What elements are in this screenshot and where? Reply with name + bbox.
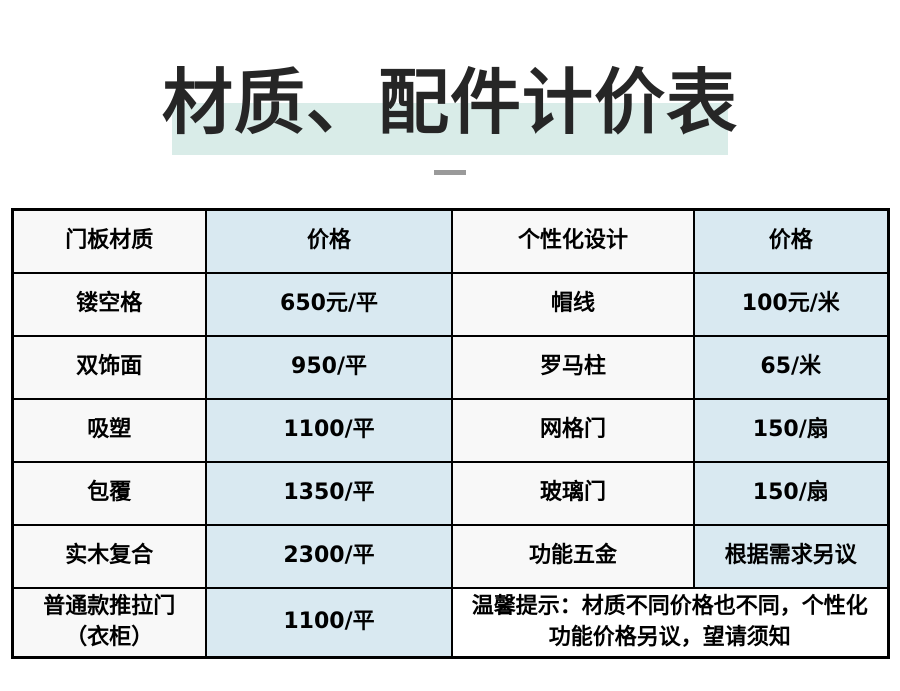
material-price-cell: 1100/平: [205, 586, 453, 659]
design-price-cell: 65/米: [693, 334, 889, 400]
design-cell: 网格门: [451, 397, 695, 463]
material-price-cell: 1100/平: [205, 397, 453, 463]
notice-cell: 温馨提示：材质不同价格也不同，个性化功能价格另议，望请须知: [451, 586, 889, 659]
table-row: 实木复合 2300/平 功能五金 根据需求另议: [11, 523, 889, 589]
table-row: 镂空格 650元/平 帽线 100元/米: [11, 271, 889, 337]
table-row-last: 普通款推拉门（衣柜） 1100/平 温馨提示：材质不同价格也不同，个性化功能价格…: [11, 586, 889, 659]
material-cell: 双饰面: [11, 334, 207, 400]
design-cell: 帽线: [451, 271, 695, 337]
material-cell: 镂空格: [11, 271, 207, 337]
design-price-cell: 根据需求另议: [693, 523, 889, 589]
title-highlight: [172, 103, 728, 155]
material-cell: 实木复合: [11, 523, 207, 589]
table-row: 双饰面 950/平 罗马柱 65/米: [11, 334, 889, 400]
design-cell: 罗马柱: [451, 334, 695, 400]
design-cell: 玻璃门: [451, 460, 695, 526]
material-price-cell: 2300/平: [205, 523, 453, 589]
material-price-cell: 650元/平: [205, 271, 453, 337]
material-cell: 包覆: [11, 460, 207, 526]
design-cell: 功能五金: [451, 523, 695, 589]
header-material: 门板材质: [11, 208, 207, 274]
design-price-cell: 150/扇: [693, 397, 889, 463]
material-cell: 吸塑: [11, 397, 207, 463]
table-row: 包覆 1350/平 玻璃门 150/扇: [11, 460, 889, 526]
page-header: 材质、配件计价表: [0, 0, 900, 200]
page-title: 材质、配件计价表: [161, 61, 738, 144]
material-cell: 普通款推拉门（衣柜）: [11, 586, 207, 659]
title-divider-dash: [434, 170, 466, 175]
table-row: 吸塑 1100/平 网格门 150/扇: [11, 397, 889, 463]
material-price-cell: 1350/平: [205, 460, 453, 526]
material-price-cell: 950/平: [205, 334, 453, 400]
header-material-price: 价格: [205, 208, 453, 274]
price-table: 门板材质 价格 个性化设计 价格 镂空格 650元/平 帽线 100元/米 双饰…: [10, 208, 890, 660]
design-price-cell: 150/扇: [693, 460, 889, 526]
design-price-cell: 100元/米: [693, 271, 889, 337]
header-design-price: 价格: [693, 208, 889, 274]
header-design: 个性化设计: [451, 208, 695, 274]
table-header-row: 门板材质 价格 个性化设计 价格: [11, 208, 889, 274]
